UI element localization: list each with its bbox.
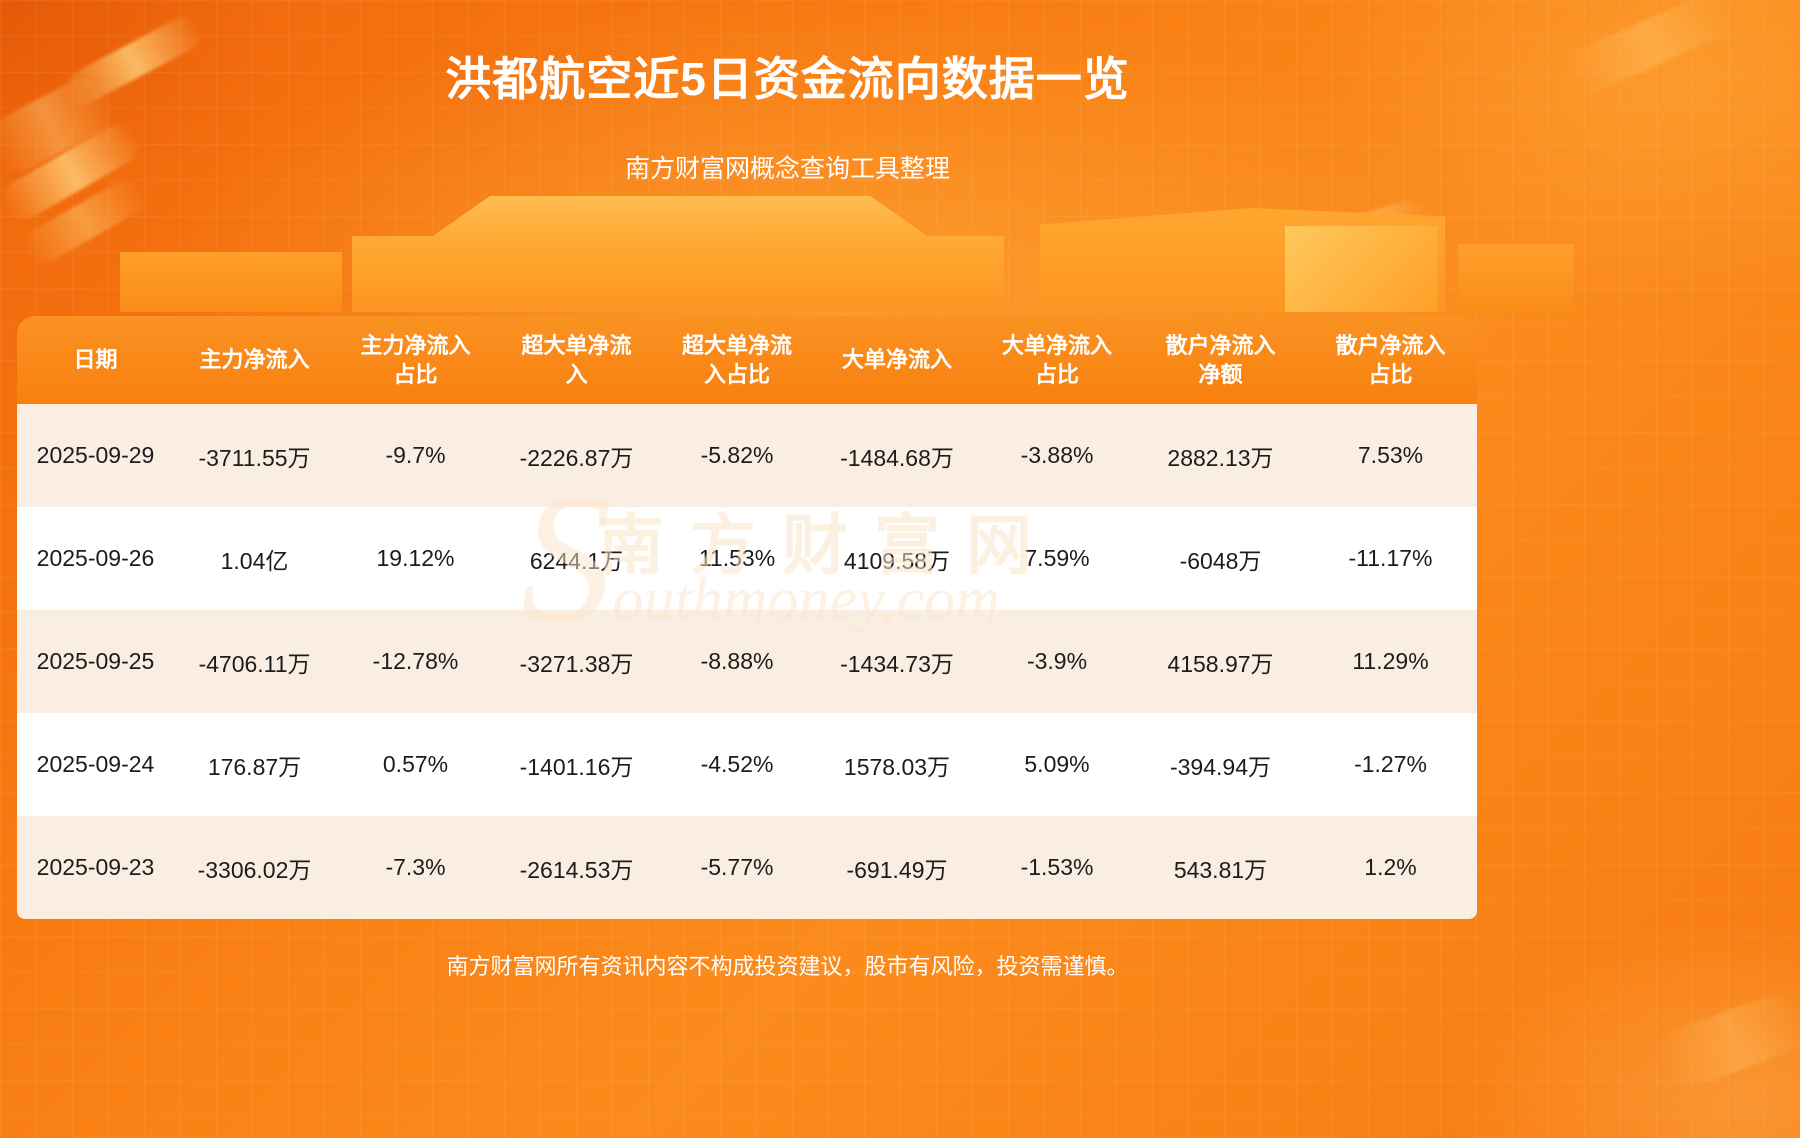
fund-flow-table: 日期 主力净流入 主力净流入占比 超大单净流入 超大单净流入占比 大单净流入 大单净流入占比… <box>17 316 1477 920</box>
value-cell: -3306.02万 <box>197 856 312 883</box>
decoration-podium-edge <box>1458 244 1574 312</box>
value-cell: -6048万 <box>1179 547 1262 574</box>
value-cell: -1401.16万 <box>519 753 634 780</box>
date-cell: 2025-09-24 <box>36 751 155 778</box>
value-cell: 2882.13万 <box>1167 444 1274 471</box>
page-title: 洪都航空近5日资金流向数据一览 <box>445 53 1130 105</box>
disclaimer: 南方财富网所有资讯内容不构成投资建议，股市有风险，投资需谨慎。 <box>446 954 1129 980</box>
value-cell: 11.29% <box>1352 648 1429 675</box>
value-cell: -11.17% <box>1348 545 1433 572</box>
value-cell: -4706.11万 <box>198 650 311 677</box>
decoration-podium-top <box>430 196 930 238</box>
value-cell: -394.94万 <box>1169 753 1271 780</box>
value-cell: 1.2% <box>1364 854 1417 881</box>
value-cell: 7.59% <box>1024 545 1090 572</box>
value-cell: -1484.68万 <box>840 444 954 471</box>
value-cell: -3711.55万 <box>198 444 311 471</box>
table-row: 2025-09-29 -3711.55万 -9.7% -2226.87万 -5.82% -… <box>17 404 1477 508</box>
value-cell: -8.88% <box>700 648 774 675</box>
value-cell: -9.7% <box>385 442 446 469</box>
value-cell: -4.52% <box>700 751 774 778</box>
value-cell: 0.57% <box>382 751 449 778</box>
value-cell: 7.53% <box>1357 442 1424 469</box>
table-row: 2025-09-24 176.87万 0.57% -1401.16万 -4.52% 157… <box>17 713 1477 817</box>
value-cell: -5.82% <box>700 442 774 469</box>
column-header: 超大单净流入 <box>521 332 632 388</box>
value-cell: -2226.87万 <box>519 444 634 471</box>
decoration-podium-left <box>120 252 342 312</box>
value-cell: -1434.73万 <box>840 650 954 677</box>
value-cell: 11.53% <box>698 545 776 572</box>
date-cell: 2025-09-25 <box>36 648 155 675</box>
column-header: 大单净流入 <box>841 347 952 373</box>
value-cell: -1.27% <box>1354 751 1427 778</box>
value-cell: 19.12% <box>376 545 455 572</box>
column-header: 散户净流入占比 <box>1335 332 1446 388</box>
page-subtitle: 南方财富网概念查询工具整理 <box>624 155 950 184</box>
value-cell: -3271.38万 <box>519 650 634 677</box>
decoration-cube <box>1285 226 1437 312</box>
column-header: 日期 <box>73 347 118 373</box>
column-header: 散户净流入净额 <box>1165 332 1276 388</box>
value-cell: -5.77% <box>700 854 774 881</box>
value-cell: -3.9% <box>1026 648 1088 675</box>
table-body: 2025-09-29 -3711.55万 -9.7% -2226.87万 -5.82% -… <box>17 404 1477 920</box>
value-cell: -2614.53万 <box>519 856 634 883</box>
date-cell: 2025-09-26 <box>36 545 155 572</box>
column-header: 超大单净流入占比 <box>681 332 792 388</box>
value-cell: -691.49万 <box>846 856 948 883</box>
value-cell: -7.3% <box>385 854 446 881</box>
column-header: 大单净流入占比 <box>1001 332 1112 388</box>
date-cell: 2025-09-23 <box>36 854 155 881</box>
table-row: 2025-09-26 1.04亿 19.12% 6244.1万 11.53% 4109.5… <box>17 507 1477 611</box>
value-cell: 4109.58万 <box>843 547 951 574</box>
value-cell: 5.09% <box>1024 751 1090 778</box>
value-cell: -3.88% <box>1020 442 1094 469</box>
date-cell: 2025-09-29 <box>36 442 155 469</box>
column-header: 主力净流入 <box>199 347 310 373</box>
value-cell: 6244.1万 <box>529 547 624 574</box>
value-cell: 1578.03万 <box>843 753 951 780</box>
value-cell: 543.81万 <box>1173 856 1268 883</box>
table-row: 2025-09-23 -3306.02万 -7.3% -2614.53万 -5.77% -… <box>17 816 1477 920</box>
value-cell: 4158.97万 <box>1167 650 1274 677</box>
value-cell: -1.53% <box>1020 854 1094 881</box>
table-header-row: 日期 主力净流入 主力净流入占比 超大单净流入 超大单净流入占比 大单净流入 大单净流入占比… <box>17 316 1477 405</box>
table-row: 2025-09-25 -4706.11万 -12.78% -3271.38万 -8.88… <box>17 610 1477 714</box>
content: 洪都航空近5日资金流向数据一览 南方财富网概念查询工具整理 日期 主力净流入 主力净… <box>17 53 1477 980</box>
value-cell: -12.78% <box>372 648 459 675</box>
value-cell: 176.87万 <box>207 753 302 780</box>
decoration-podium-base <box>352 236 1004 312</box>
column-header: 主力净流入占比 <box>360 332 471 388</box>
value-cell: 1.04亿 <box>220 547 289 574</box>
